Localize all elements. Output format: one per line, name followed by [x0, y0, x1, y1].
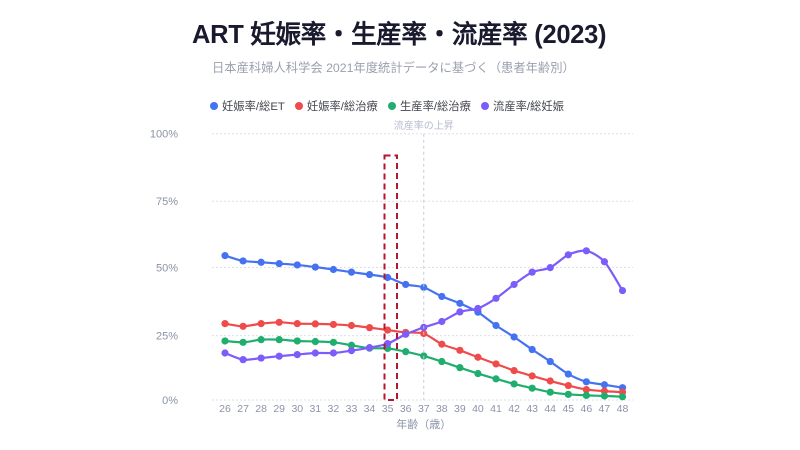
svg-text:28: 28	[255, 403, 267, 415]
svg-text:50%: 50%	[156, 263, 178, 275]
svg-text:75%: 75%	[156, 196, 178, 208]
svg-text:年齢（歳）: 年齢（歳）	[396, 417, 451, 431]
svg-text:44: 44	[544, 403, 556, 415]
svg-text:47: 47	[599, 403, 611, 415]
svg-text:25%: 25%	[156, 331, 178, 343]
svg-text:29: 29	[273, 403, 285, 415]
svg-text:31: 31	[309, 403, 321, 415]
svg-text:43: 43	[526, 403, 538, 415]
svg-text:37: 37	[418, 403, 430, 415]
svg-text:33: 33	[346, 403, 358, 415]
svg-text:34: 34	[364, 403, 376, 415]
svg-text:35: 35	[382, 403, 394, 415]
svg-text:26: 26	[219, 403, 231, 415]
svg-text:36: 36	[400, 403, 412, 415]
svg-text:100%: 100%	[150, 129, 178, 141]
svg-text:41: 41	[490, 403, 502, 415]
svg-text:0%: 0%	[162, 395, 178, 407]
svg-text:45: 45	[562, 403, 574, 415]
svg-text:27: 27	[237, 403, 249, 415]
svg-text:40: 40	[472, 403, 484, 415]
svg-text:流産率の上昇: 流産率の上昇	[394, 119, 454, 132]
svg-text:38: 38	[436, 403, 448, 415]
svg-text:32: 32	[328, 403, 340, 415]
svg-text:42: 42	[508, 403, 520, 415]
svg-text:30: 30	[291, 403, 303, 415]
svg-text:48: 48	[617, 403, 629, 415]
svg-text:39: 39	[454, 403, 466, 415]
svg-text:46: 46	[581, 403, 593, 415]
